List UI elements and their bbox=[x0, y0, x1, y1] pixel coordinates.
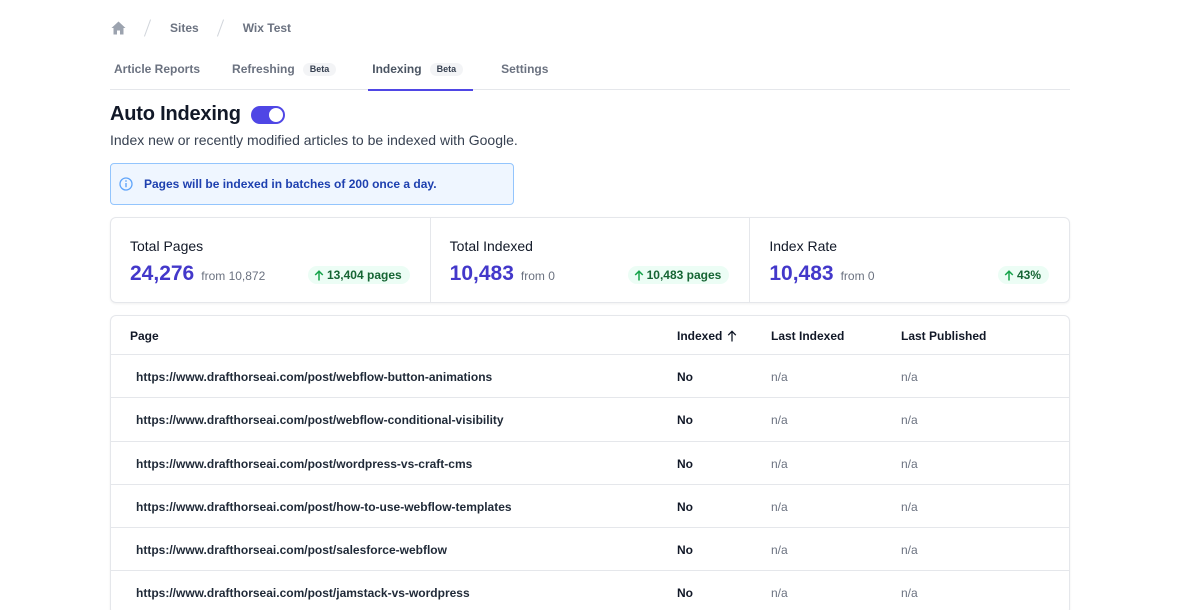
stat-from: from 0 bbox=[520, 269, 555, 283]
breadcrumb-separator bbox=[209, 19, 233, 37]
table-row[interactable]: https://www.drafthorseai.com/post/how-to… bbox=[111, 485, 1069, 529]
info-alert: Pages will be indexed in batches of 200 … bbox=[110, 163, 514, 205]
tab-settings[interactable]: Settings bbox=[501, 50, 548, 90]
last-published-value: n/a bbox=[901, 370, 918, 384]
page-url-link[interactable]: https://www.drafthorseai.com/post/jamsta… bbox=[136, 586, 470, 601]
stat-total-pages: Total Pages 24,276 from 10,872 13,404 pa… bbox=[111, 218, 430, 302]
page-url-link[interactable]: https://www.drafthorseai.com/post/webflo… bbox=[136, 370, 493, 384]
stat-delta: 43% bbox=[1016, 268, 1042, 282]
beta-badge: Beta bbox=[429, 63, 464, 76]
tab-indexing[interactable]: Indexing Beta bbox=[368, 50, 473, 91]
stat-label: Total Indexed bbox=[449, 238, 533, 254]
stat-label: Index Rate bbox=[769, 238, 838, 254]
tab-label: Settings bbox=[501, 62, 549, 76]
tab-bar: Article Reports Refreshing Beta Indexing… bbox=[110, 50, 1070, 91]
page-subtitle: Index new or recently modified articles … bbox=[110, 132, 518, 148]
stat-from: from 10,872 bbox=[201, 269, 266, 283]
breadcrumb-wix-test[interactable]: Wix Test bbox=[242, 21, 292, 35]
column-header-label: Indexed bbox=[677, 329, 723, 343]
last-published-value: n/a bbox=[901, 456, 918, 471]
table-row[interactable]: https://www.drafthorseai.com/post/webflo… bbox=[111, 398, 1069, 442]
table-row[interactable]: https://www.drafthorseai.com/post/salesf… bbox=[111, 528, 1069, 572]
last-indexed-value: n/a bbox=[771, 370, 788, 384]
page-title: Auto Indexing bbox=[110, 103, 241, 125]
arrow-up-icon bbox=[634, 269, 643, 280]
stat-index-rate: Index Rate 10,483 from 0 43% bbox=[749, 218, 1069, 302]
stat-delta: 13,404 pages bbox=[326, 268, 402, 282]
indexed-status: No bbox=[677, 413, 693, 428]
last-published-value: n/a bbox=[901, 413, 918, 428]
stat-value: 10,483 bbox=[449, 262, 514, 285]
column-header-page: Page bbox=[130, 329, 159, 343]
last-indexed-value: n/a bbox=[771, 456, 788, 471]
stat-delta-badge: 10,483 pages bbox=[627, 266, 730, 284]
auto-indexing-toggle[interactable] bbox=[250, 105, 285, 124]
tab-label: Refreshing bbox=[232, 62, 295, 76]
last-indexed-value: n/a bbox=[771, 413, 788, 428]
indexed-status: No bbox=[677, 586, 693, 601]
info-text: Pages will be indexed in batches of 200 … bbox=[144, 177, 437, 191]
stat-delta: 10,483 pages bbox=[646, 268, 722, 282]
sort-arrow-up-icon[interactable] bbox=[727, 330, 737, 342]
breadcrumb-separator bbox=[136, 19, 160, 37]
breadcrumb-sites[interactable]: Sites bbox=[170, 21, 199, 35]
table-row[interactable]: https://www.drafthorseai.com/post/jamsta… bbox=[111, 571, 1069, 610]
info-icon bbox=[119, 177, 133, 191]
indexed-status: No bbox=[677, 370, 693, 384]
stat-label: Total Pages bbox=[130, 238, 204, 254]
page-url-link[interactable]: https://www.drafthorseai.com/post/wordpr… bbox=[136, 456, 473, 471]
stats-card: Total Pages 24,276 from 10,872 13,404 pa… bbox=[110, 217, 1070, 303]
page-url-link[interactable]: https://www.drafthorseai.com/post/webflo… bbox=[136, 413, 504, 428]
table-header: Page Indexed Last Indexed Last Published bbox=[111, 316, 1069, 355]
indexed-status: No bbox=[677, 499, 693, 514]
indexed-status: No bbox=[677, 543, 693, 558]
breadcrumb: Sites Wix Test bbox=[110, 18, 291, 38]
title-row: Auto Indexing bbox=[110, 103, 285, 126]
stat-total-indexed: Total Indexed 10,483 from 0 10,483 pages bbox=[429, 218, 750, 302]
stat-value: 10,483 bbox=[769, 262, 834, 285]
arrow-up-icon bbox=[314, 269, 324, 280]
stat-from: from 0 bbox=[840, 269, 875, 283]
tab-label: Article Reports bbox=[114, 62, 201, 76]
last-published-value: n/a bbox=[901, 586, 918, 601]
tab-label: Indexing bbox=[372, 62, 422, 76]
last-indexed-value: n/a bbox=[771, 586, 788, 601]
page-url-link[interactable]: https://www.drafthorseai.com/post/how-to… bbox=[136, 499, 512, 514]
tab-refreshing[interactable]: Refreshing Beta bbox=[232, 50, 337, 90]
column-header-last-indexed: Last Indexed bbox=[771, 329, 845, 343]
stat-delta-badge: 13,404 pages bbox=[307, 266, 410, 284]
table-body: https://www.drafthorseai.com/post/webflo… bbox=[111, 355, 1069, 610]
pages-table: Page Indexed Last Indexed Last Published… bbox=[110, 315, 1070, 610]
table-row[interactable]: https://www.drafthorseai.com/post/webflo… bbox=[111, 355, 1069, 399]
arrow-up-icon bbox=[1004, 269, 1014, 280]
stat-delta-badge: 43% bbox=[997, 266, 1050, 284]
last-published-value: n/a bbox=[901, 499, 918, 514]
column-header-indexed[interactable]: Indexed bbox=[677, 329, 737, 343]
last-indexed-value: n/a bbox=[771, 499, 788, 514]
last-published-value: n/a bbox=[901, 543, 918, 558]
home-icon[interactable] bbox=[110, 20, 126, 36]
table-row[interactable]: https://www.drafthorseai.com/post/wordpr… bbox=[111, 442, 1069, 485]
column-header-last-published: Last Published bbox=[901, 329, 987, 343]
tab-article-reports[interactable]: Article Reports bbox=[114, 50, 200, 90]
stat-value: 24,276 bbox=[130, 262, 195, 285]
indexed-status: No bbox=[677, 456, 693, 471]
last-indexed-value: n/a bbox=[771, 543, 788, 558]
page-url-link[interactable]: https://www.drafthorseai.com/post/salesf… bbox=[136, 543, 447, 558]
beta-badge: Beta bbox=[302, 63, 337, 76]
